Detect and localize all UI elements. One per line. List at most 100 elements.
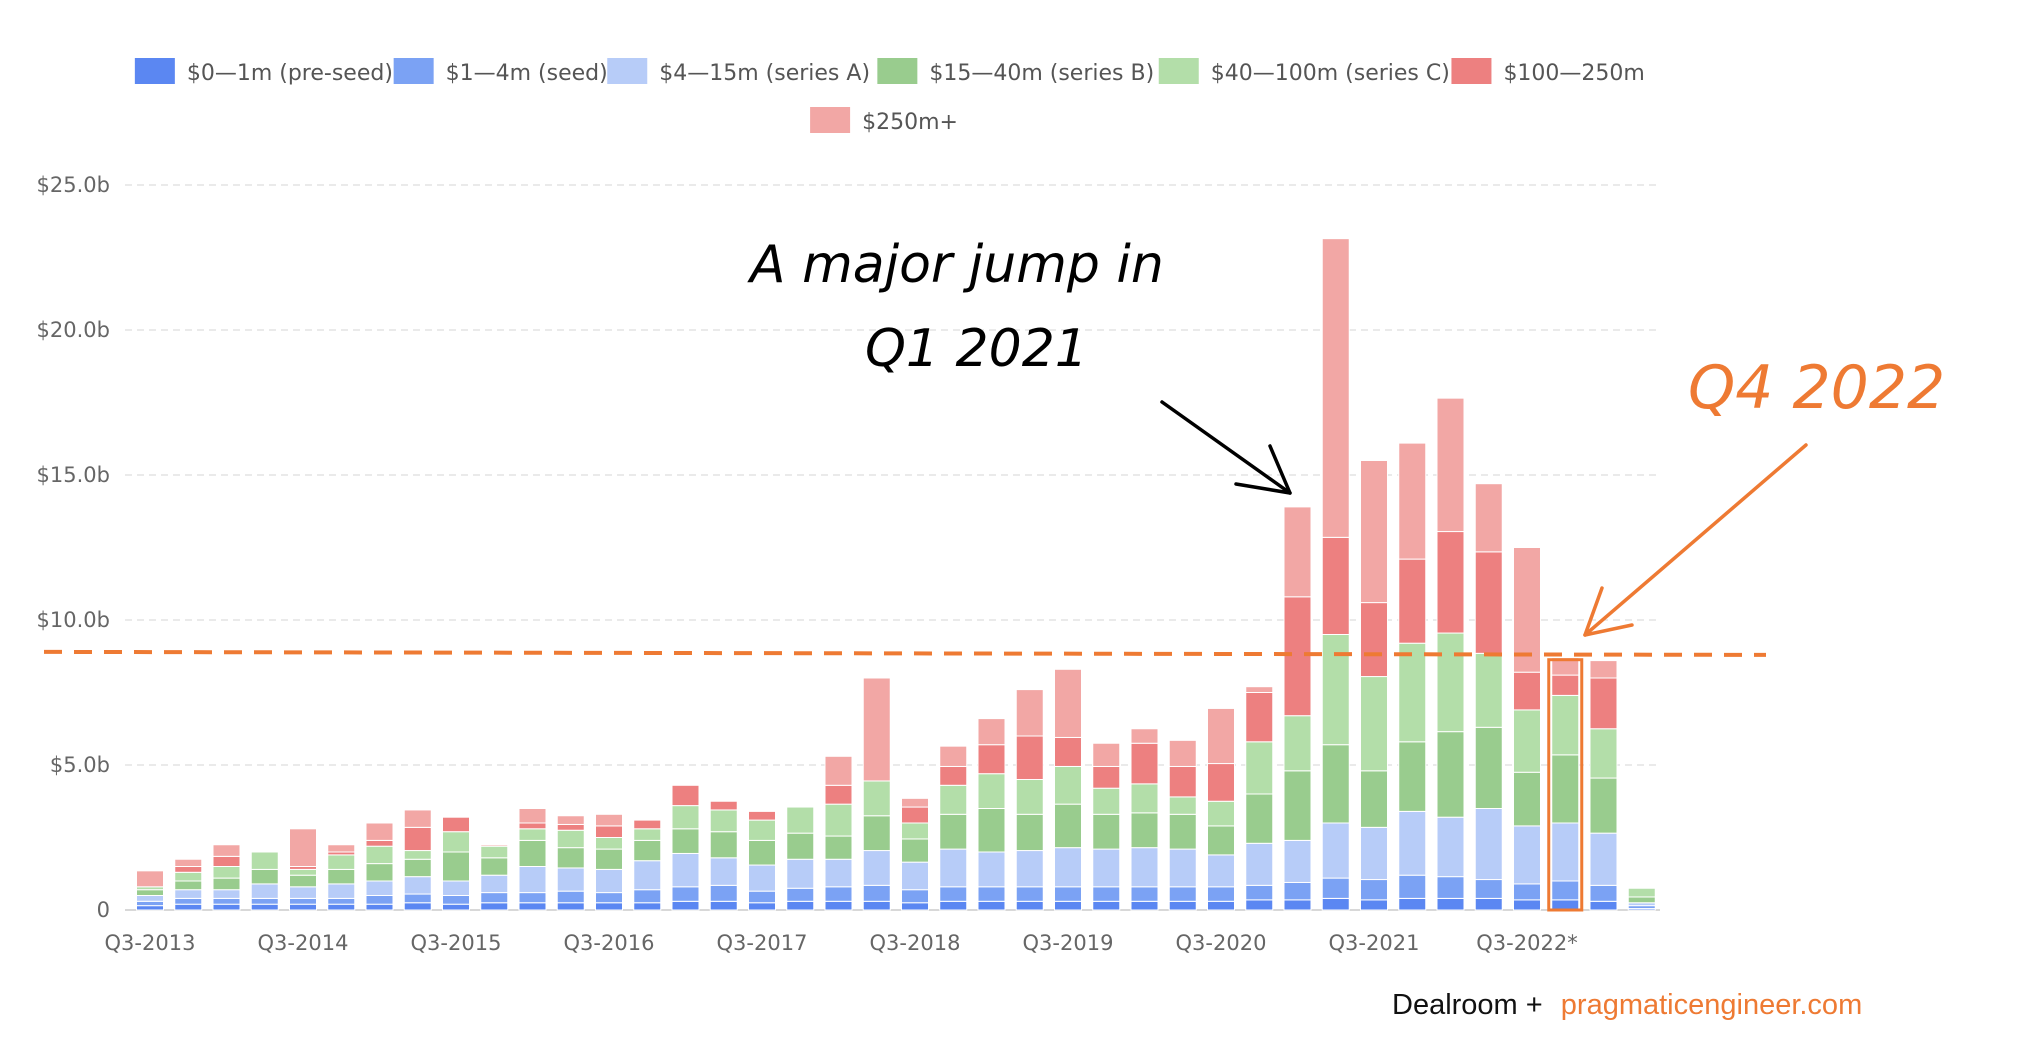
- legend-item[interactable]: $0—1m (pre-seed): [134, 58, 393, 86]
- bar-segment: [1283, 770, 1312, 841]
- bar-stack: [595, 813, 623, 911]
- bar-stack: [1474, 483, 1503, 911]
- bar-segment: [1207, 707, 1235, 765]
- bar-segment: [939, 886, 968, 902]
- bar-segment: [1054, 668, 1082, 738]
- bar-segment: [480, 892, 509, 904]
- bar-segment: [1130, 900, 1159, 911]
- bar-segment: [1513, 547, 1541, 673]
- bar-segment: [939, 784, 968, 815]
- bar-segment: [1436, 876, 1465, 899]
- bar-segment: [1589, 777, 1618, 834]
- legend-swatch: [393, 58, 434, 84]
- bar-segment: [1474, 879, 1503, 899]
- bar-segment: [824, 900, 853, 911]
- bar-segment: [939, 765, 968, 786]
- bar-segment: [1168, 765, 1197, 798]
- x-tick-label: Q3-2016: [564, 931, 655, 955]
- bar-segment: [174, 889, 203, 899]
- legend-label: $40—100m (series C): [1211, 61, 1450, 86]
- annotation-major-jump: A major jump in Q1 2021: [747, 235, 1292, 495]
- bar-segment: [136, 905, 164, 911]
- bar-segment: [1321, 238, 1350, 538]
- bar-segment: [1207, 800, 1235, 827]
- annotation-q4-arrow: [1583, 443, 1808, 637]
- bar-segment: [1551, 657, 1580, 676]
- bar-segment: [901, 822, 929, 840]
- legend-item[interactable]: $4—15m (series A): [607, 58, 870, 86]
- highlight-box-q4-2022: [1547, 658, 1584, 912]
- bar-segment: [1321, 877, 1350, 899]
- bar-segment: [977, 886, 1006, 902]
- x-tick-label: Q3-2019: [1023, 931, 1114, 955]
- bar-stack: [442, 816, 470, 911]
- bar-segment: [1513, 883, 1541, 901]
- bar-segment: [633, 889, 662, 904]
- bar-segment: [1054, 803, 1082, 849]
- bar-segment: [1551, 674, 1580, 696]
- legend-swatch: [810, 107, 851, 133]
- legend-swatch: [877, 58, 918, 84]
- bar-segment: [862, 850, 891, 886]
- bar-stack: [1054, 668, 1082, 911]
- bar-segment: [824, 784, 853, 805]
- bar-segment: [939, 813, 968, 850]
- bar-segment: [1092, 765, 1121, 789]
- bar-segment: [212, 877, 241, 891]
- bar-stack: [1398, 442, 1427, 911]
- bar-segment: [939, 745, 968, 767]
- bar-stack: [1207, 707, 1235, 911]
- legend-item[interactable]: $250m+: [810, 107, 958, 135]
- bar-segment: [1398, 874, 1427, 899]
- bar-segment: [824, 858, 853, 888]
- legend-item[interactable]: $100—250m: [1451, 58, 1645, 86]
- bar-segment: [862, 884, 891, 902]
- legend-item[interactable]: $40—100m (series C): [1158, 58, 1450, 86]
- bar-segment: [1513, 899, 1541, 911]
- bar-stack: [174, 858, 203, 911]
- bar-segment: [1360, 770, 1388, 828]
- bar-segment: [595, 837, 623, 850]
- x-tick-label: Q3-2013: [105, 931, 196, 955]
- bar-segment: [442, 880, 470, 896]
- bar-segment: [977, 718, 1006, 746]
- bar-segment: [174, 858, 203, 867]
- bar-segment: [556, 847, 585, 869]
- bar-segment: [977, 900, 1006, 911]
- bar-segment: [1589, 832, 1618, 886]
- bar-segment: [1589, 900, 1618, 911]
- bar-segment: [901, 806, 929, 824]
- bar-segment: [1245, 884, 1274, 901]
- bar-segment: [174, 871, 203, 882]
- bar-segment: [595, 848, 623, 870]
- bar-segment: [1513, 709, 1541, 773]
- bar-stack: [862, 677, 891, 911]
- bar-segment: [250, 851, 279, 870]
- y-tick-label: $15.0b: [37, 463, 110, 487]
- legend-item[interactable]: $1—4m (seed): [393, 58, 608, 86]
- bar-segment: [977, 808, 1006, 853]
- bar-segment: [901, 797, 929, 808]
- bar-stack: [671, 784, 700, 911]
- bar-segment: [977, 773, 1006, 810]
- bar-segment: [1054, 736, 1082, 767]
- bar-segment: [289, 868, 317, 876]
- bar-segment: [1436, 731, 1465, 818]
- bar-segment: [824, 755, 853, 786]
- y-tick-label: $25.0b: [37, 173, 110, 197]
- bar-stack: [786, 806, 815, 911]
- legend-item[interactable]: $15—40m (series B): [877, 58, 1154, 86]
- bar-segment: [212, 844, 241, 857]
- bar-segment: [442, 895, 470, 905]
- bar-segment: [1589, 884, 1618, 902]
- bar-segment: [1207, 825, 1235, 856]
- bar-segment: [327, 897, 356, 905]
- bar-segment: [1283, 715, 1312, 772]
- bar-segment: [289, 897, 317, 905]
- bar-segment: [1474, 652, 1503, 728]
- bar-segment: [442, 816, 470, 833]
- bar-segment: [1054, 900, 1082, 911]
- x-tick-label: Q3-2014: [258, 931, 349, 955]
- bar-segment: [1015, 689, 1044, 737]
- bar-segment: [633, 860, 662, 891]
